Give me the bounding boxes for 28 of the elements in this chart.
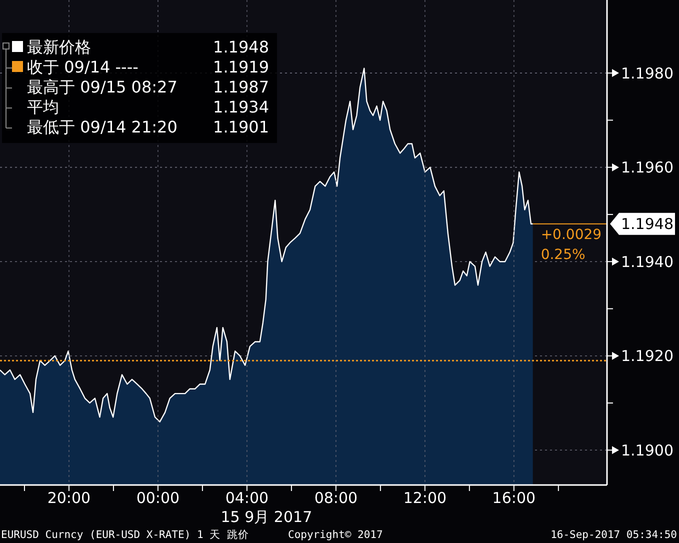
y-tick-label: 1.1980 [621, 64, 674, 82]
annotation: 1.1901 [213, 118, 269, 137]
annotation: 最低于 09/14 21:20 [27, 118, 178, 137]
x-tick-label: 12:00 [403, 489, 447, 507]
annotation: 1.1919 [213, 58, 269, 77]
y-tick-label: 1.1940 [621, 252, 674, 271]
y-tick-label: 1.1920 [621, 347, 674, 366]
x-tick-label: 20:00 [47, 489, 91, 507]
x-tick-label: 16:00 [492, 489, 536, 507]
x-tick-label: 08:00 [314, 489, 358, 507]
y-tick-label: 1.1900 [621, 441, 674, 460]
annotation: 1.1934 [213, 98, 269, 117]
x-tick-label: 04:00 [225, 489, 269, 507]
annotation: 0.25% [540, 246, 586, 263]
text: 1.1948 [621, 215, 674, 234]
annotation: 1.1948 [213, 38, 269, 57]
annotation: 最高于 09/15 08:27 [27, 78, 178, 97]
x-tick-label: 00:00 [136, 489, 180, 507]
annotation: +0.0029 [540, 226, 602, 243]
text: EURUSD Curncy (EUR-USD X-RATE) 1 天 跳价 [1, 529, 249, 541]
text: 16-Sep-2017 05:34:50 [550, 529, 677, 541]
annotation: 1.1987 [213, 78, 269, 97]
legend-label: 收于 09/14 ---- [27, 58, 138, 77]
legend-label: 最新价格 [27, 38, 91, 57]
annotation: 平均 [27, 98, 59, 117]
x-axis-title: 15 9月 2017 [220, 508, 312, 526]
text: Copyright© 2017 [288, 529, 383, 541]
y-tick-label: 1.1960 [621, 158, 674, 177]
